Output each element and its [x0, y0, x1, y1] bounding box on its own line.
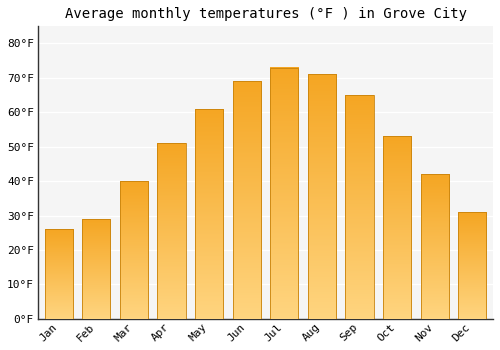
- Bar: [120, 181, 148, 319]
- Bar: [120, 181, 148, 319]
- Bar: [82, 219, 110, 319]
- Bar: [44, 229, 73, 319]
- Bar: [420, 174, 449, 319]
- Bar: [195, 109, 224, 319]
- Bar: [383, 136, 412, 319]
- Bar: [383, 136, 412, 319]
- Bar: [195, 109, 224, 319]
- Bar: [158, 143, 186, 319]
- Bar: [232, 81, 261, 319]
- Bar: [82, 219, 110, 319]
- Bar: [232, 81, 261, 319]
- Bar: [270, 68, 298, 319]
- Bar: [346, 95, 374, 319]
- Bar: [458, 212, 486, 319]
- Bar: [308, 75, 336, 319]
- Bar: [458, 212, 486, 319]
- Bar: [270, 68, 298, 319]
- Bar: [308, 75, 336, 319]
- Bar: [158, 143, 186, 319]
- Title: Average monthly temperatures (°F ) in Grove City: Average monthly temperatures (°F ) in Gr…: [64, 7, 466, 21]
- Bar: [44, 229, 73, 319]
- Bar: [346, 95, 374, 319]
- Bar: [420, 174, 449, 319]
